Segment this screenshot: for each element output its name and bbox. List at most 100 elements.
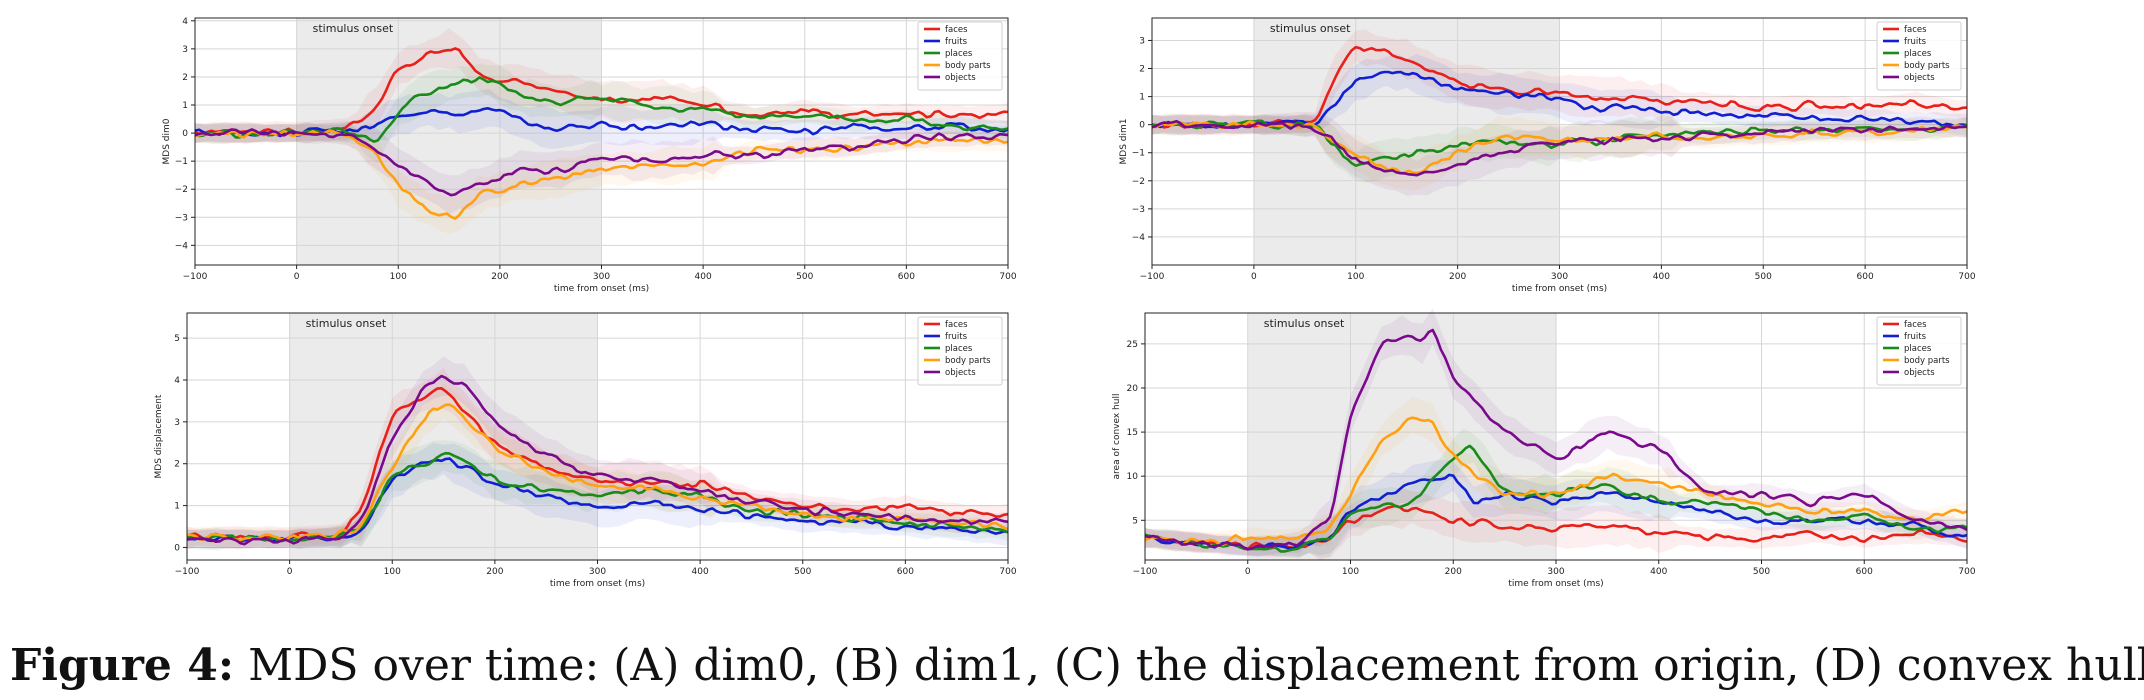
x-tick-label: 500 bbox=[1753, 567, 1770, 577]
series-band-places bbox=[195, 63, 1008, 164]
x-tick-label: 200 bbox=[1445, 567, 1462, 577]
legend-label: objects bbox=[945, 73, 976, 83]
legend: faces fruits places body parts objects bbox=[917, 316, 1003, 386]
x-tick-label: 700 bbox=[1958, 567, 1975, 577]
y-tick-label: 0 bbox=[182, 129, 188, 139]
series-line-body-parts bbox=[186, 403, 1009, 542]
x-tick-label: 400 bbox=[1650, 567, 1667, 577]
x-tick-label: 500 bbox=[794, 567, 811, 577]
x-tick-label: 100 bbox=[1342, 567, 1359, 577]
y-axis-label: MDS displacement bbox=[154, 394, 164, 478]
series-line-objects bbox=[194, 128, 1009, 197]
y-tick-label: −2 bbox=[1132, 177, 1145, 187]
series-line-body-parts bbox=[1144, 416, 1968, 547]
x-tick-label: 600 bbox=[1856, 567, 1873, 577]
caption-label: Figure 4: bbox=[10, 640, 235, 691]
series-line-body-parts bbox=[1151, 120, 1968, 175]
panel-A: −100 0 100 200 300 400 500 600 700 −4 −3 −2 −1 0 1 2 3 4 t… bbox=[162, 17, 1017, 294]
series-band-body-parts bbox=[1145, 396, 1967, 552]
y-tick-label: 3 bbox=[174, 418, 180, 428]
series-band-faces bbox=[1152, 29, 1967, 136]
legend-label: fruits bbox=[1904, 37, 1927, 47]
panel-B: −100 0 100 200 300 400 500 600 700 −4 −3 −2 −1 0 1 2 3 ti… bbox=[1119, 17, 1976, 294]
legend-box bbox=[917, 316, 1003, 386]
legend-label: body parts bbox=[1904, 61, 1950, 71]
legend-label: faces bbox=[1904, 25, 1927, 35]
y-tick-label: −1 bbox=[175, 157, 188, 167]
series-line-objects bbox=[186, 374, 1009, 546]
y-tick-label: −3 bbox=[1132, 205, 1145, 215]
x-tick-label: 300 bbox=[1551, 272, 1568, 282]
y-tick-label: 0 bbox=[174, 543, 180, 553]
y-tick-label: 10 bbox=[1127, 472, 1139, 482]
legend-label: objects bbox=[1904, 73, 1935, 83]
y-tick-label: 1 bbox=[174, 502, 180, 512]
x-tick-label: −100 bbox=[1140, 272, 1165, 282]
y-tick-label: 3 bbox=[182, 45, 188, 55]
legend: faces fruits places body parts objects bbox=[917, 21, 1003, 91]
x-tick-label: 0 bbox=[287, 567, 293, 577]
stimulus-shade bbox=[289, 313, 598, 560]
y-tick-label: 5 bbox=[174, 334, 180, 344]
legend-label: places bbox=[1904, 49, 1932, 59]
panel-C: −100 0 100 200 300 400 500 600 700 0 1 2 3 4 5 time fro… bbox=[154, 312, 1017, 589]
y-tick-label: −1 bbox=[1132, 149, 1145, 159]
x-tick-label: 600 bbox=[897, 567, 914, 577]
x-axis-label: time from onset (ms) bbox=[1512, 284, 1607, 294]
y-tick-label: 2 bbox=[1139, 65, 1145, 75]
y-tick-label: 3 bbox=[1139, 36, 1145, 46]
stimulus-onset-label: stimulus onset bbox=[313, 22, 394, 35]
caption-text: MDS over time: (A) dim0, (B) dim1, (C) t… bbox=[248, 640, 2144, 691]
x-tick-label: −100 bbox=[1133, 567, 1158, 577]
series-band-fruits bbox=[1145, 459, 1967, 558]
y-tick-label: −4 bbox=[1132, 233, 1146, 243]
stimulus-shade bbox=[296, 18, 602, 265]
x-tick-label: 400 bbox=[695, 272, 712, 282]
y-tick-label: 20 bbox=[1127, 384, 1139, 394]
x-tick-label: 0 bbox=[294, 272, 300, 282]
x-tick-label: 100 bbox=[384, 567, 401, 577]
y-tick-label: 5 bbox=[1132, 516, 1138, 526]
legend-label: objects bbox=[945, 368, 976, 378]
x-tick-label: 400 bbox=[692, 567, 709, 577]
y-tick-label: 2 bbox=[182, 73, 188, 83]
x-tick-label: 300 bbox=[589, 567, 606, 577]
y-tick-label: −2 bbox=[175, 185, 188, 195]
figure-caption: Figure 4: MDS over time: (A) dim0, (B) d… bbox=[10, 640, 2144, 691]
x-tick-label: 100 bbox=[390, 272, 407, 282]
y-tick-label: −3 bbox=[175, 213, 188, 223]
y-tick-label: 4 bbox=[174, 376, 180, 386]
x-tick-label: 500 bbox=[1755, 272, 1772, 282]
panel-D: −100 0 100 200 300 400 500 600 700 5 10 15 20 25 time … bbox=[1112, 308, 1976, 589]
legend: faces fruits places body parts objects bbox=[1876, 21, 1962, 91]
figure-panels: −100 0 100 200 300 400 500 600 700−4−3−2−101234t… bbox=[154, 17, 1976, 589]
legend-box bbox=[1876, 316, 1962, 386]
y-tick-label: 4 bbox=[182, 17, 188, 27]
x-tick-label: 700 bbox=[1958, 272, 1975, 282]
stimulus-shade bbox=[1247, 313, 1556, 560]
stimulus-onset-label: stimulus onset bbox=[306, 317, 387, 330]
y-tick-label: 1 bbox=[182, 101, 188, 111]
legend-label: body parts bbox=[1904, 356, 1950, 366]
x-tick-label: 100 bbox=[1347, 272, 1364, 282]
series-band-faces bbox=[187, 367, 1008, 549]
series-band-faces bbox=[1145, 487, 1967, 561]
x-tick-label: 300 bbox=[1547, 567, 1564, 577]
series-band-fruits bbox=[195, 89, 1008, 149]
x-tick-label: 200 bbox=[486, 567, 503, 577]
stimulus-onset-label: stimulus onset bbox=[1270, 22, 1351, 35]
legend-label: places bbox=[945, 49, 973, 59]
series-line-fruits bbox=[1152, 70, 1968, 129]
legend-label: places bbox=[1904, 344, 1932, 354]
x-tick-label: 700 bbox=[999, 272, 1016, 282]
legend-label: objects bbox=[1904, 368, 1935, 378]
legend-box bbox=[1876, 21, 1962, 91]
y-axis-label: MDS dim0 bbox=[162, 118, 172, 164]
legend-box bbox=[917, 21, 1003, 91]
x-tick-label: 0 bbox=[1245, 567, 1251, 577]
legend-label: faces bbox=[1904, 320, 1927, 330]
grid bbox=[186, 313, 1009, 560]
x-axis-label: time from onset (ms) bbox=[554, 284, 649, 294]
y-tick-label: 1 bbox=[1139, 93, 1145, 103]
x-tick-label: 200 bbox=[1449, 272, 1466, 282]
